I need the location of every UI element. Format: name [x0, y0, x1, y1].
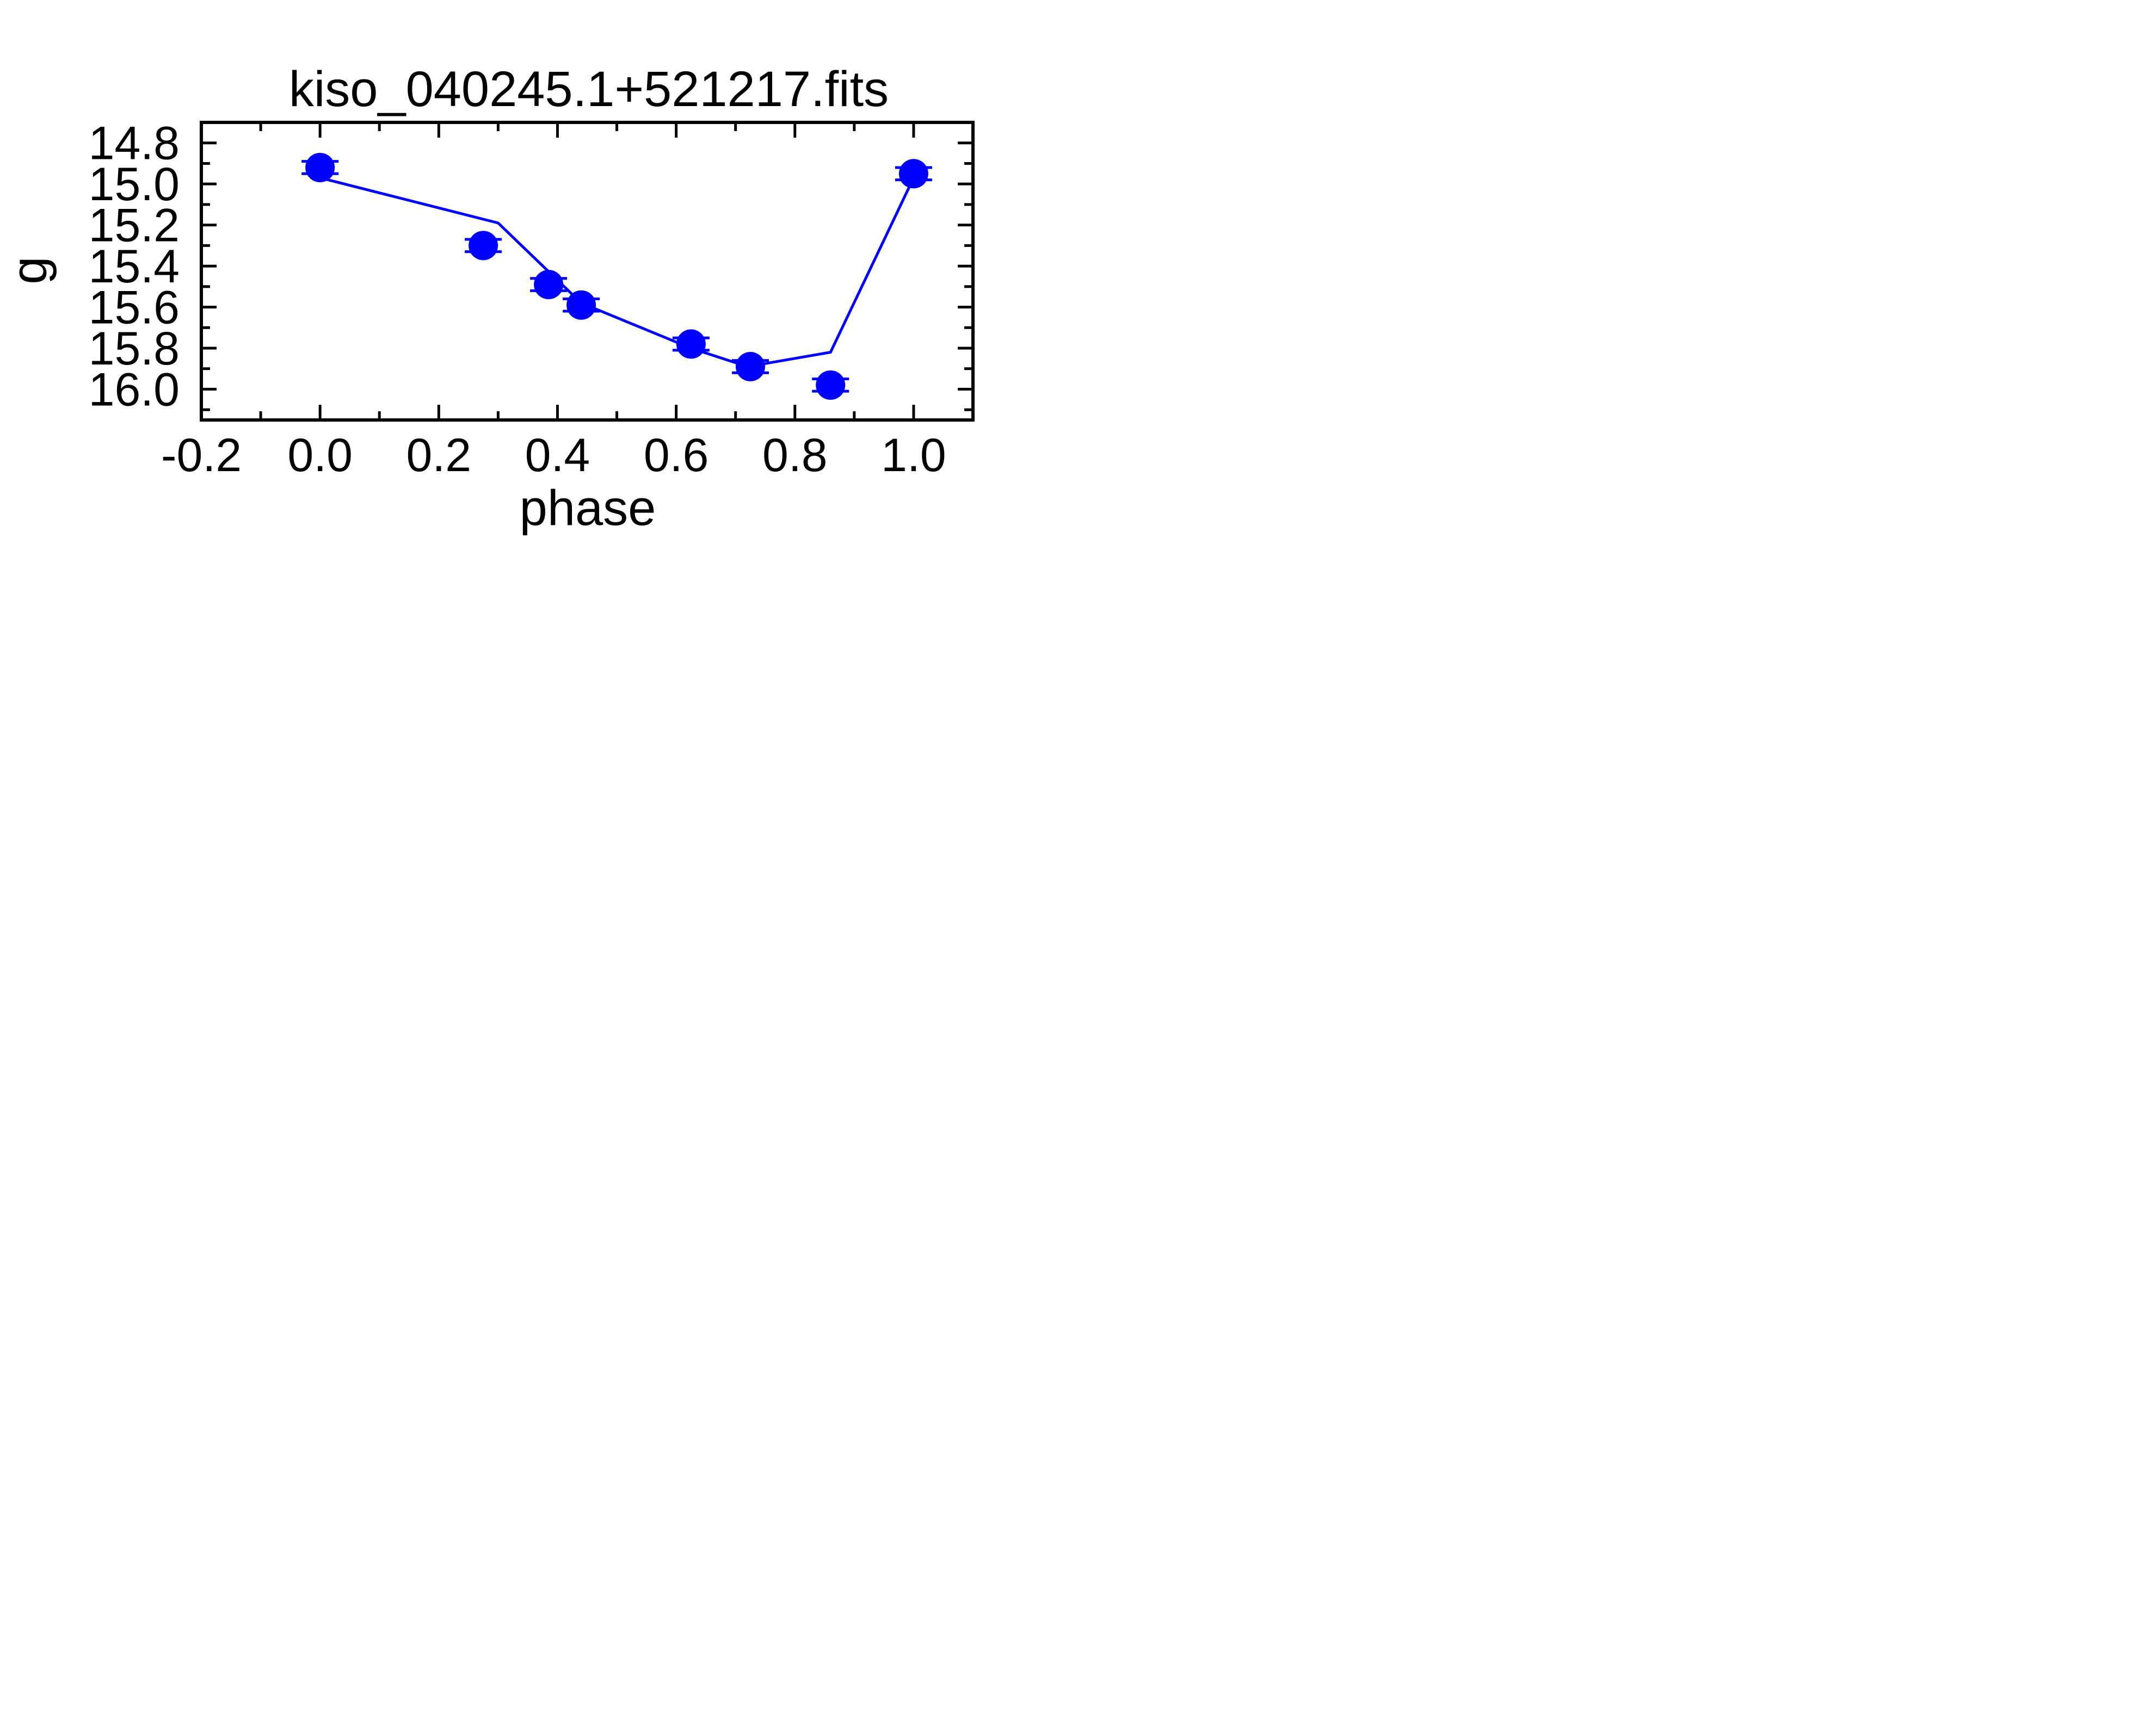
x-tick-label: 1.0	[881, 429, 946, 481]
data-point	[305, 152, 335, 182]
y-tick-label: 15.2	[89, 200, 180, 252]
y-tick-label: 15.6	[89, 282, 180, 334]
x-tick-label: 0.8	[762, 429, 828, 481]
data-point	[469, 231, 498, 261]
data-point	[534, 270, 564, 300]
x-tick-label: 0.4	[525, 429, 590, 481]
plot-frame	[200, 121, 975, 422]
data-point	[676, 329, 706, 359]
data-point	[735, 351, 765, 381]
x-tick-label: 0.6	[644, 429, 709, 481]
y-tick-label: 15.0	[89, 158, 180, 211]
chart-title: kiso_040245.1+521217.fits	[289, 61, 889, 117]
x-axis-label: phase	[520, 480, 656, 536]
y-axis-label: g	[2, 256, 57, 284]
axis-tick-labels: -0.2 0.0 0.2 0.4 0.6 0.8 1.014.815.015.215.415…	[89, 118, 946, 481]
y-tick-label: 15.8	[89, 323, 180, 375]
y-tick-label: 16.0	[89, 363, 180, 416]
data-point	[816, 370, 846, 400]
data-point	[566, 290, 596, 320]
data-point	[898, 159, 928, 189]
y-tick-label: 14.8	[89, 118, 180, 170]
x-tick-label: 0.2	[406, 429, 472, 481]
x-tick-label: -0.2	[161, 429, 242, 481]
y-tick-label: 15.4	[89, 240, 180, 293]
x-tick-label: 0.0	[287, 429, 353, 481]
data-points	[305, 152, 928, 400]
model-line	[319, 176, 915, 368]
